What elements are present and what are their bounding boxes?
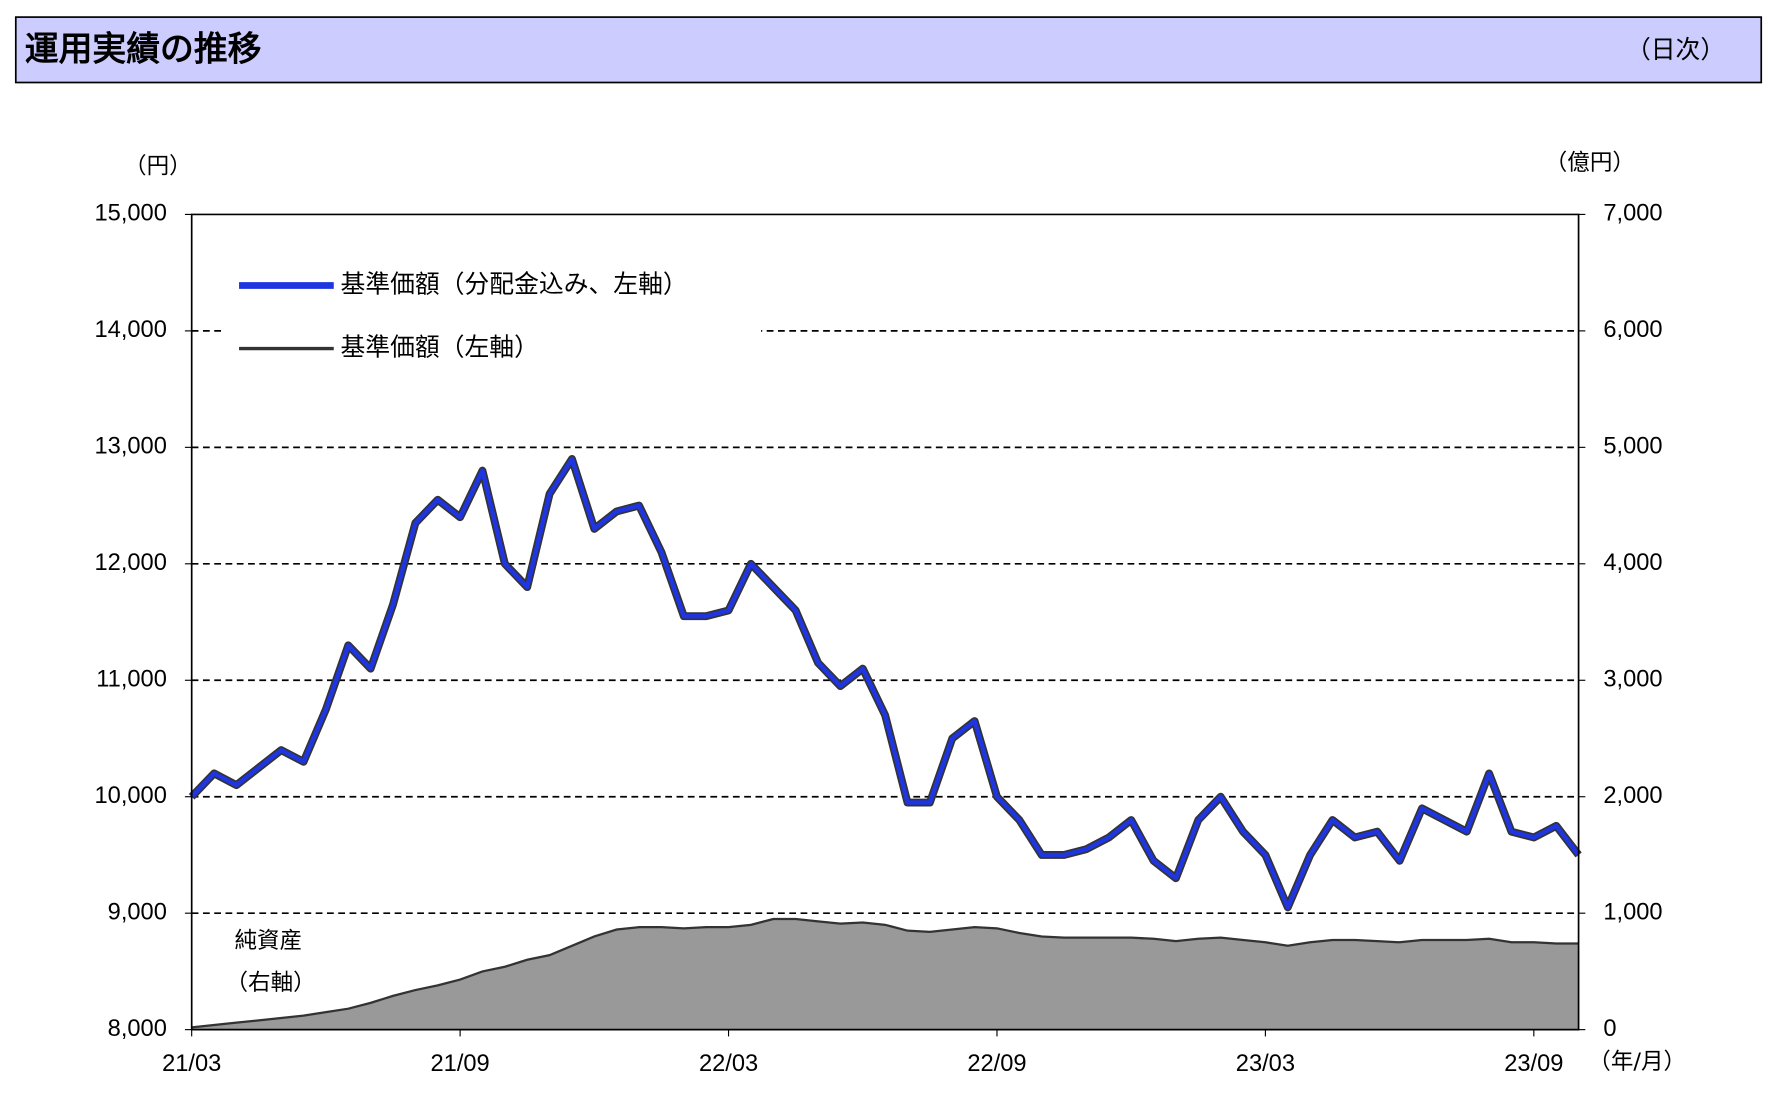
y-tick-label: 11,000 — [96, 667, 167, 693]
y-tick-label: 14,000 — [95, 317, 167, 343]
y2-tick-label: 5,000 — [1603, 434, 1662, 460]
y2-tick-label: 3,000 — [1603, 667, 1662, 693]
x-tick-label: 23/03 — [1236, 1051, 1295, 1077]
y-axis-label: （円） — [124, 154, 192, 180]
y2-tick-label: 1,000 — [1603, 899, 1662, 925]
y2-tick-label: 6,000 — [1603, 317, 1662, 343]
chart-subtitle: （日次） — [1626, 35, 1725, 64]
x-tick-label: 22/03 — [699, 1051, 758, 1077]
y2-axis-label: （億円） — [1545, 150, 1635, 176]
y-tick-label: 8,000 — [108, 1016, 167, 1042]
x-tick-label: 21/03 — [162, 1051, 221, 1077]
price-line — [190, 456, 1581, 910]
legend-box — [225, 257, 762, 371]
legend-label: 基準価額（左軸） — [341, 333, 539, 362]
price-line — [188, 455, 1582, 912]
title-bar — [14, 16, 1763, 84]
x-tick-label: 22/09 — [967, 1051, 1026, 1077]
y-tick-label: 12,000 — [95, 550, 167, 576]
y-tick-label: 15,000 — [95, 201, 167, 227]
y2-tick-label: 4,000 — [1603, 550, 1662, 576]
y2-tick-label: 7,000 — [1603, 201, 1662, 227]
y-tick-label: 9,000 — [108, 899, 167, 925]
y2-tick-label: 2,000 — [1603, 783, 1662, 809]
y-tick-label: 10,000 — [95, 783, 167, 809]
y-tick-label: 13,000 — [95, 434, 167, 460]
net-assets-area — [191, 919, 1579, 1030]
x-tick-label: 21/09 — [431, 1051, 490, 1077]
x-tick-label: 23/09 — [1504, 1051, 1563, 1077]
chart-title: 運用実績の推移 — [25, 29, 262, 68]
net-assets-line — [191, 917, 1579, 1029]
annotation: 純資産 — [235, 928, 303, 954]
legend-label: 基準価額（分配金込み、左軸） — [341, 269, 688, 298]
plot-frame — [190, 213, 1580, 1031]
annotation: （右軸） — [226, 970, 316, 996]
y2-tick-label: 0 — [1603, 1016, 1616, 1042]
x-axis-label: （年/月） — [1588, 1049, 1686, 1075]
